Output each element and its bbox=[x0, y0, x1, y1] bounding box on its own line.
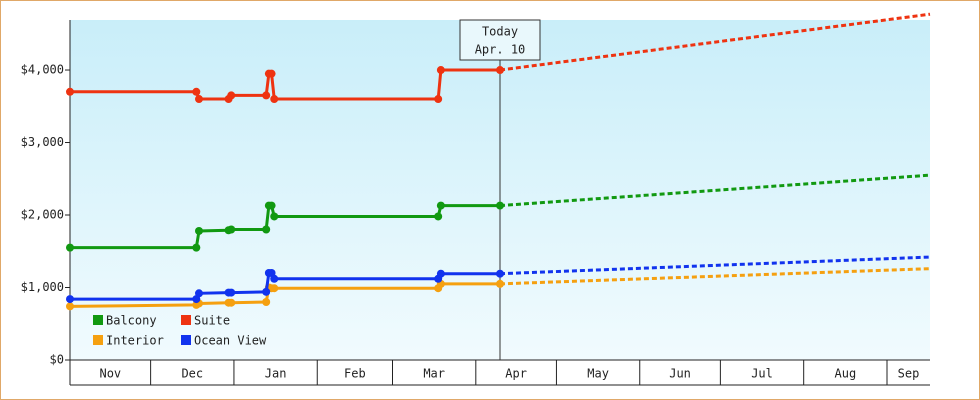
point bbox=[436, 269, 445, 278]
point bbox=[195, 226, 203, 235]
x-tick-label: Apr bbox=[505, 367, 527, 381]
x-tick-label: Nov bbox=[99, 367, 121, 381]
x-tick-label: Aug bbox=[835, 367, 857, 381]
y-tick-label: $4,000 bbox=[21, 63, 64, 77]
point bbox=[227, 91, 236, 100]
point bbox=[66, 243, 74, 252]
point bbox=[192, 87, 201, 96]
point bbox=[227, 288, 236, 297]
point bbox=[227, 225, 236, 234]
x-tick-label: Jun bbox=[669, 367, 691, 381]
legend-swatch bbox=[181, 315, 191, 325]
y-tick-label: $3,000 bbox=[21, 135, 64, 149]
point bbox=[267, 201, 276, 210]
point bbox=[262, 225, 271, 234]
x-tick-label: Feb bbox=[344, 367, 366, 381]
legend-label: Balcony bbox=[106, 314, 157, 328]
point bbox=[192, 243, 201, 252]
point bbox=[267, 69, 276, 78]
x-tick-label: Jul bbox=[751, 367, 773, 381]
point bbox=[262, 91, 271, 100]
point bbox=[195, 289, 203, 298]
today-label: Today bbox=[482, 25, 518, 39]
legend-label: Ocean View bbox=[194, 334, 267, 348]
legend-swatch bbox=[93, 335, 103, 345]
legend-swatch bbox=[181, 335, 191, 345]
point bbox=[496, 201, 504, 210]
point bbox=[66, 87, 74, 96]
y-tick-label: $2,000 bbox=[21, 208, 64, 222]
y-tick-label: $1,000 bbox=[21, 280, 64, 294]
point bbox=[227, 298, 236, 307]
point bbox=[436, 201, 445, 210]
today-date: Apr. 10 bbox=[475, 43, 526, 57]
point bbox=[195, 95, 203, 104]
legend-swatch bbox=[93, 315, 103, 325]
point bbox=[66, 295, 74, 304]
point bbox=[262, 287, 271, 296]
point bbox=[434, 95, 443, 104]
point bbox=[434, 212, 443, 221]
x-tick-label: Sep bbox=[898, 367, 920, 381]
x-tick-label: May bbox=[587, 367, 609, 381]
point bbox=[270, 284, 279, 293]
point bbox=[496, 279, 504, 288]
forecast-line bbox=[499, 12, 931, 72]
x-tick-label: Mar bbox=[423, 367, 445, 381]
point bbox=[270, 274, 279, 283]
point bbox=[496, 66, 504, 75]
point bbox=[496, 269, 504, 278]
x-tick-label: Jan bbox=[265, 367, 287, 381]
legend-label: Interior bbox=[106, 334, 164, 348]
legend-label: Suite bbox=[194, 314, 230, 328]
point bbox=[262, 298, 271, 307]
point bbox=[270, 212, 279, 221]
point bbox=[270, 95, 279, 104]
point bbox=[436, 66, 445, 75]
y-tick-label: $0 bbox=[50, 353, 64, 367]
today-box bbox=[459, 19, 541, 61]
x-tick-label: Dec bbox=[181, 367, 203, 381]
point bbox=[66, 302, 74, 311]
